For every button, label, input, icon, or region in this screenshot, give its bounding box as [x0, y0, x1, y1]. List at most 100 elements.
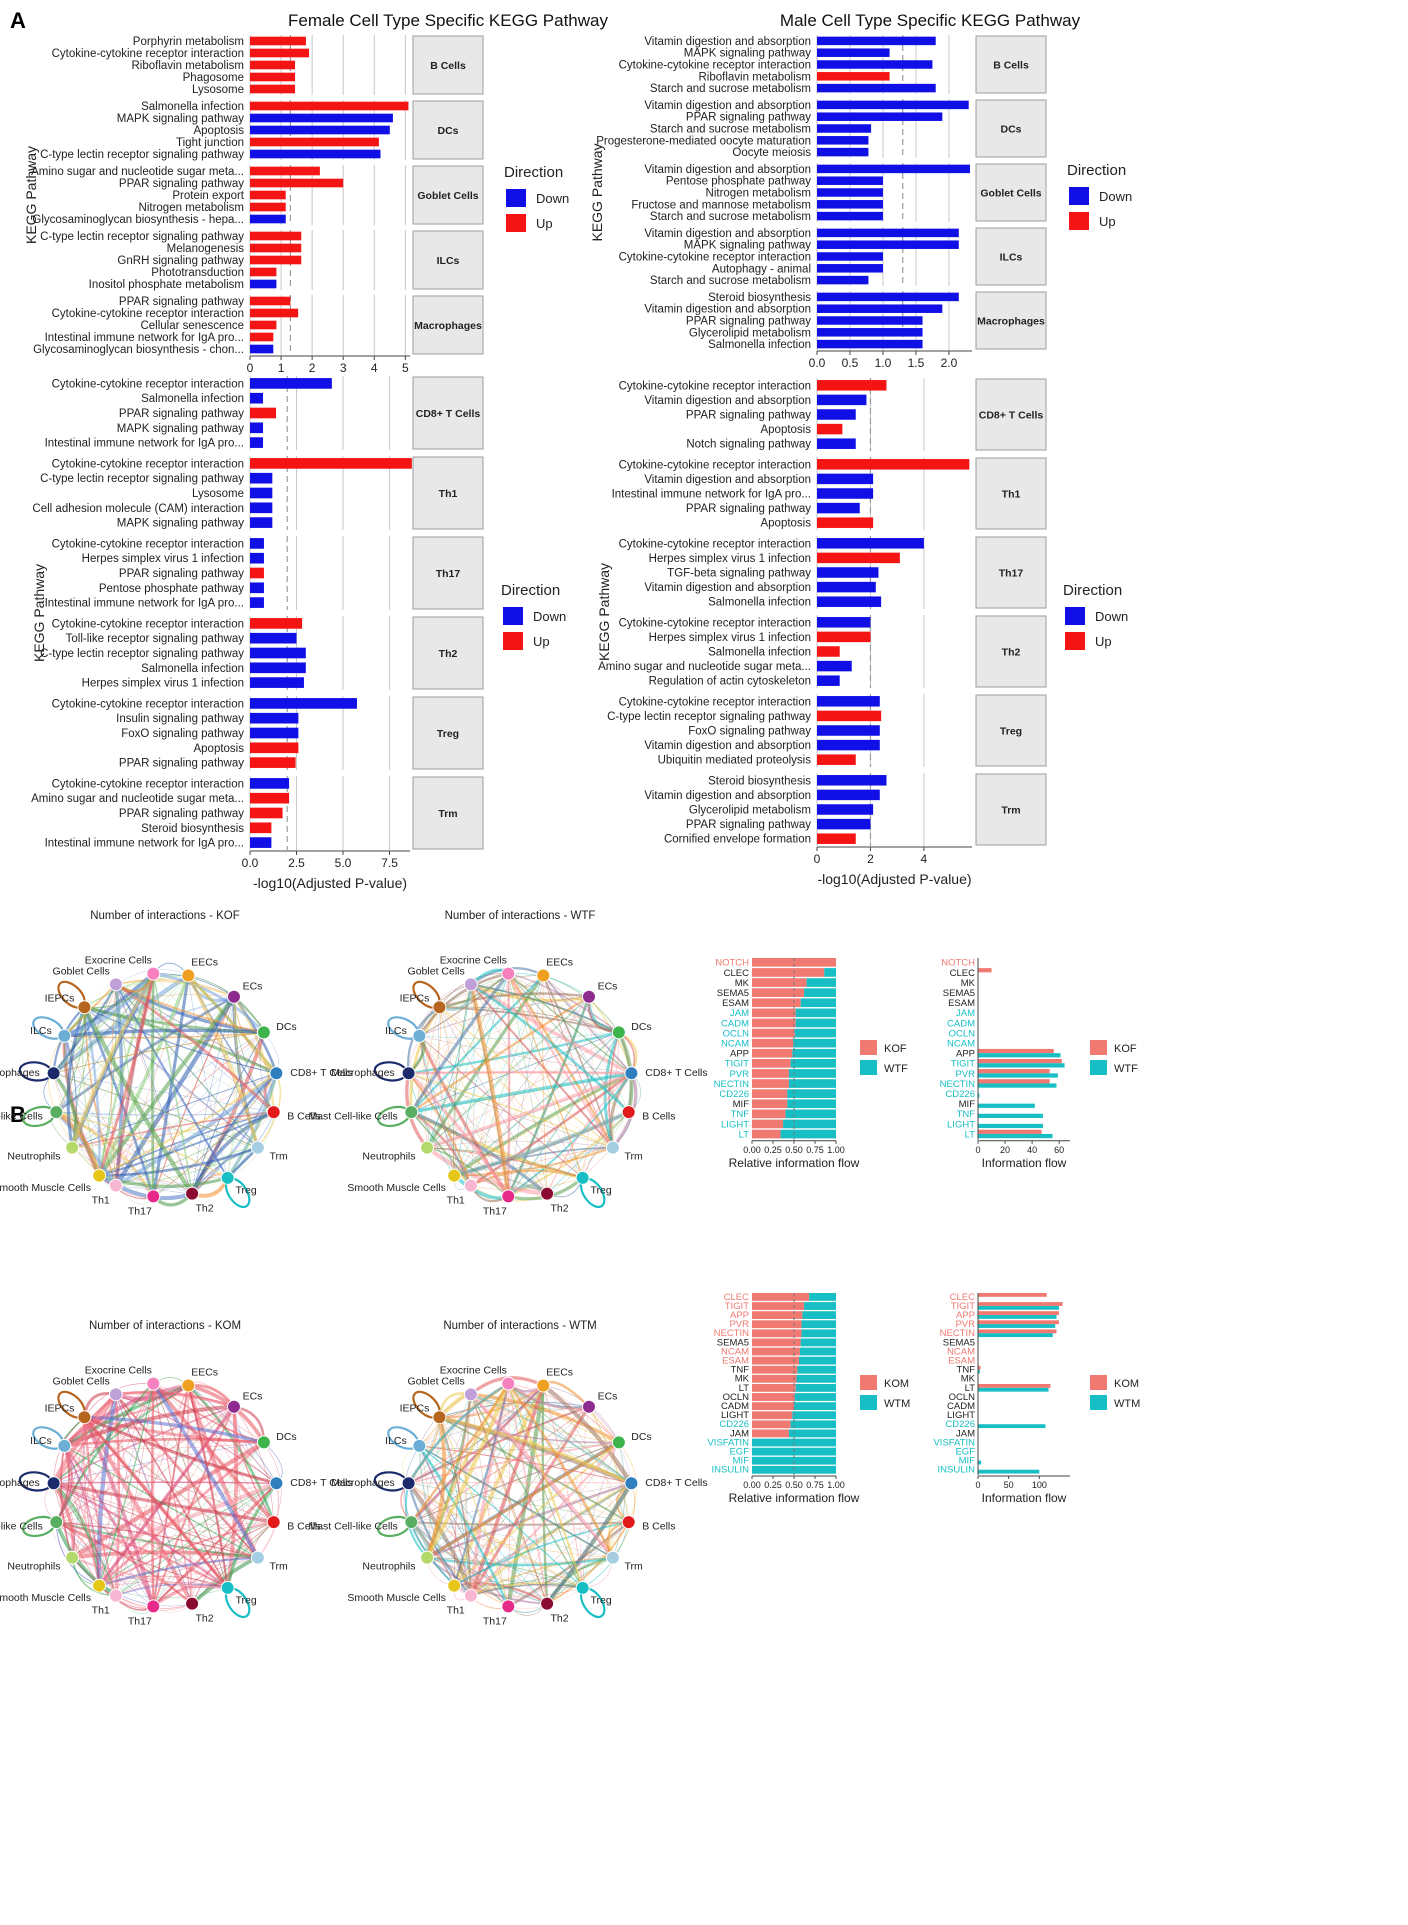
node-ecs [581, 989, 596, 1004]
node-eecs [536, 968, 551, 983]
node-label: Trm [269, 1150, 288, 1162]
pathway-name: NCAM [721, 1346, 749, 1357]
pathway-label: Salmonella infection [141, 101, 244, 113]
bar-ko-notch [752, 958, 836, 967]
tick-label: 20 [1000, 1145, 1010, 1155]
legend: Direction Down Up [501, 582, 566, 650]
absolute-flow-chart: CLECTIGITAPPPVRNECTINSEMA5NCAMESAMTNFMKL… [933, 1292, 1070, 1505]
bar-steroid-biosynthesis [817, 775, 887, 786]
network-edge [470, 1393, 632, 1484]
bar-cytokine-cytokine-receptor-interaction [250, 778, 290, 789]
network-edge [470, 1393, 584, 1589]
network-edge [508, 973, 510, 1197]
bar-wt-pvr [978, 1073, 1058, 1078]
network-edge [419, 1445, 430, 1558]
bar-toll-like-receptor-signaling-pathway [250, 632, 297, 644]
legend-swatch [503, 607, 523, 625]
legend-title: Direction [1063, 582, 1122, 599]
pathway-name: CADM [721, 1018, 749, 1029]
bar-ppar-signaling-pathway [817, 818, 871, 830]
bar-vitamin-digestion-and-absorption [817, 228, 959, 238]
bar-ko-mif [752, 1099, 788, 1109]
facet-strip [975, 773, 1047, 846]
node-label: Macrophages [0, 1067, 40, 1079]
bar-cytokine-cytokine-receptor-interaction [817, 617, 871, 628]
network-edge [438, 1416, 472, 1596]
node-label: Exocrine Cells [440, 1365, 507, 1377]
network-edge [98, 1556, 258, 1587]
pathway-label: Lysosome [192, 84, 244, 96]
bar-wt-mif [787, 1099, 836, 1109]
bar-wt-esam [800, 998, 836, 1008]
legend: KOM WTM [1090, 1375, 1140, 1410]
pathway-name: CLEC [950, 1292, 975, 1303]
pathway-name: NCAM [947, 1038, 975, 1049]
node-label: Trm [269, 1560, 288, 1572]
pathway-name: LT [965, 1129, 976, 1140]
network-edge [419, 1035, 632, 1074]
pathway-name: MIF [959, 1099, 976, 1110]
node-label: DCs [631, 1021, 651, 1033]
bar-wt-mif [978, 1460, 982, 1465]
pathway-label: Cytokine-cytokine receptor interaction [52, 458, 244, 470]
legend: Direction Down Up [1067, 162, 1132, 230]
network-edge [151, 1382, 260, 1559]
network-edge [56, 1417, 85, 1523]
bar-wt-app [978, 1053, 1061, 1058]
network-edge [507, 1383, 548, 1604]
network-edge [53, 1072, 259, 1149]
bar-mapk-signaling-pathway [250, 113, 393, 123]
network-edge [425, 1382, 511, 1559]
legend-item: KOM [1114, 1378, 1139, 1390]
bar-pentose-phosphate-pathway [250, 582, 264, 594]
facet-th17: Cytokine-cytokine receptor interaction He… [45, 536, 484, 610]
tick-label: 5 [402, 361, 409, 375]
bar-glycerolipid-metabolism [817, 328, 923, 337]
node-eecs [536, 1378, 551, 1393]
bar-vitamin-digestion-and-absorption [817, 789, 880, 801]
pathway-label: Autophagy - animal [712, 263, 811, 275]
pathway-label: Herpes simplex virus 1 infection [649, 632, 811, 644]
network-nodes: EECs ECs DCs CD8+ T Cells B Cells Trm Treg Th2 T… [308, 1365, 707, 1628]
pathway-name: NCAM [947, 1346, 975, 1357]
network-edge [508, 973, 632, 1074]
bar-protein-export [250, 190, 286, 200]
bar-starch-and-sucrose-metabolism [817, 211, 883, 221]
network-edge [83, 1417, 117, 1596]
network-edge [72, 996, 235, 1148]
node-label: Treg [590, 1594, 611, 1606]
bar-cytokine-cytokine-receptor-interaction [250, 458, 412, 469]
node-exocrine-cells [501, 1376, 516, 1391]
network-edge [588, 1406, 630, 1523]
bar-ko-ncam [752, 1038, 794, 1048]
node-th17 [501, 1599, 516, 1614]
network-edge [411, 1111, 509, 1197]
bar-phagosome [250, 72, 296, 82]
bar-wt-mk [796, 1374, 836, 1383]
bar-wt-ncam [799, 1347, 836, 1356]
pathway-label: Cellular senescence [140, 320, 244, 332]
bar-wt-cd226 [978, 1424, 1046, 1429]
pathway-label: Intestinal immune network for IgA pro... [612, 489, 811, 501]
network-edge [507, 1383, 584, 1589]
pathway-label: Cytokine-cytokine receptor interaction [619, 380, 811, 392]
tick-label: 7.5 [381, 856, 398, 870]
node-label: Treg [235, 1184, 256, 1196]
facet-strip [412, 35, 484, 95]
pathway-name: LIGHT [947, 1410, 975, 1421]
network-edge [115, 1383, 154, 1596]
node-label: Th17 [483, 1615, 507, 1627]
network-edge [418, 1445, 510, 1607]
facet-strip [412, 696, 484, 770]
node-trm [250, 1550, 265, 1565]
node-label: Mast Cell-like Cells [308, 1110, 397, 1122]
network-edge [470, 1383, 509, 1596]
network-edge [97, 1405, 236, 1587]
pathway-label: Tight junction [176, 137, 244, 149]
node-label: Macrophages [331, 1477, 395, 1489]
network-edge [56, 975, 189, 1113]
network-edge [51, 1392, 118, 1485]
pathway-name: JAM [956, 1008, 975, 1019]
node-label: CD8+ T Cells [645, 1067, 707, 1079]
node-dcs [611, 1025, 626, 1040]
